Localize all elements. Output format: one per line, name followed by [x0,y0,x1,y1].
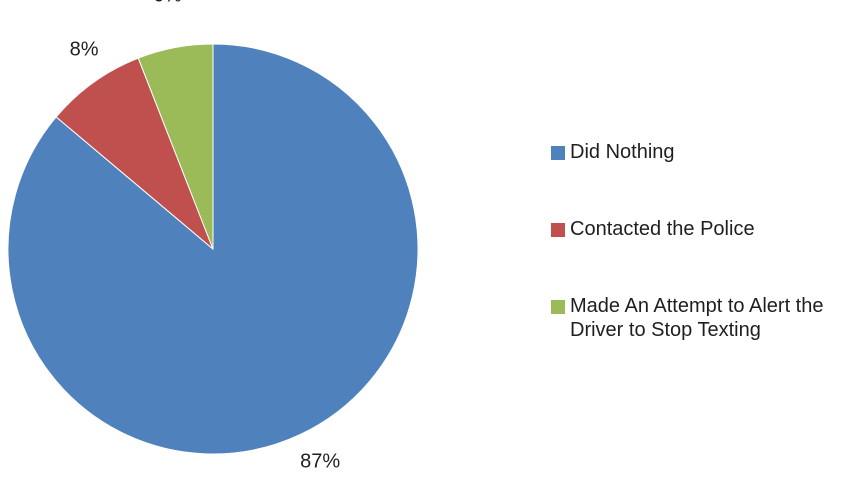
legend-swatch-made-an-attempt [551,300,565,314]
pie-slices [7,43,419,455]
pie-slice-contacted-the-police [55,57,214,250]
legend-item-contacted-the-police: Contacted the Police [551,217,856,241]
legend-label-contacted-the-police: Contacted the Police [570,218,755,240]
legend-swatch-did-nothing [551,146,565,160]
chart-legend: Did Nothing Contacted the Police Made An… [551,140,856,395]
legend-swatch-contacted-the-police [551,223,565,237]
data-label-made-an-attempt-to-alert-the-driver-to-stop-texting: 6% [153,0,182,6]
legend-item-did-nothing: Did Nothing [551,140,856,164]
data-label-contacted-the-police: 8% [70,38,99,60]
legend-item-made-an-attempt: Made An Attempt to Alert the Driver to S… [551,294,856,342]
data-label-did-nothing: 87% [300,450,340,472]
pie-slice-made-an-attempt-to-alert-the-driver-to-stop-texting [137,43,214,250]
legend-label-made-an-attempt: Made An Attempt to Alert the Driver to S… [570,295,824,341]
pie-data-labels: 87% 8% 6% [70,0,341,472]
legend-label-did-nothing: Did Nothing [570,141,675,163]
